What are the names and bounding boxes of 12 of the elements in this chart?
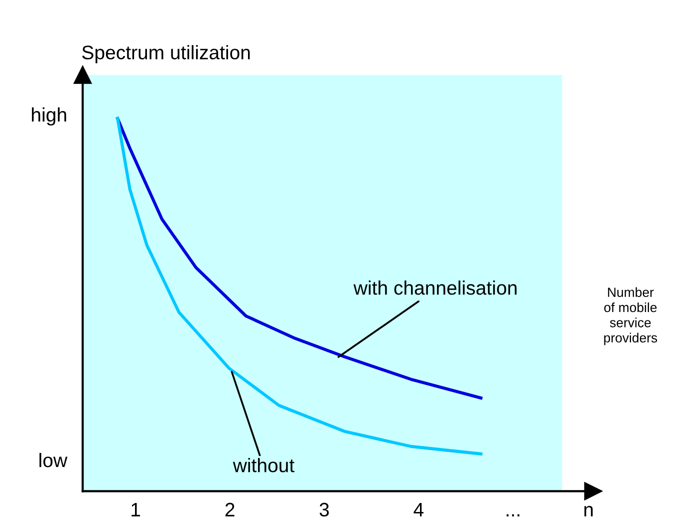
y-axis-title: Spectrum utilization xyxy=(82,45,250,64)
x-tick-label: n xyxy=(584,506,593,516)
annotation: with channelisation xyxy=(353,280,517,295)
x-tick-label: ... xyxy=(506,514,520,516)
x-tick-label: 1 xyxy=(132,502,140,516)
x-axis-title: Number of mobile service providers xyxy=(604,287,658,346)
x-tick-label: 2 xyxy=(225,502,234,516)
text: high xyxy=(32,107,66,126)
x-tick-label: 3 xyxy=(320,502,329,517)
annotation: without xyxy=(232,458,294,472)
text: low xyxy=(39,452,68,468)
x-tick-label: 4 xyxy=(414,502,424,516)
